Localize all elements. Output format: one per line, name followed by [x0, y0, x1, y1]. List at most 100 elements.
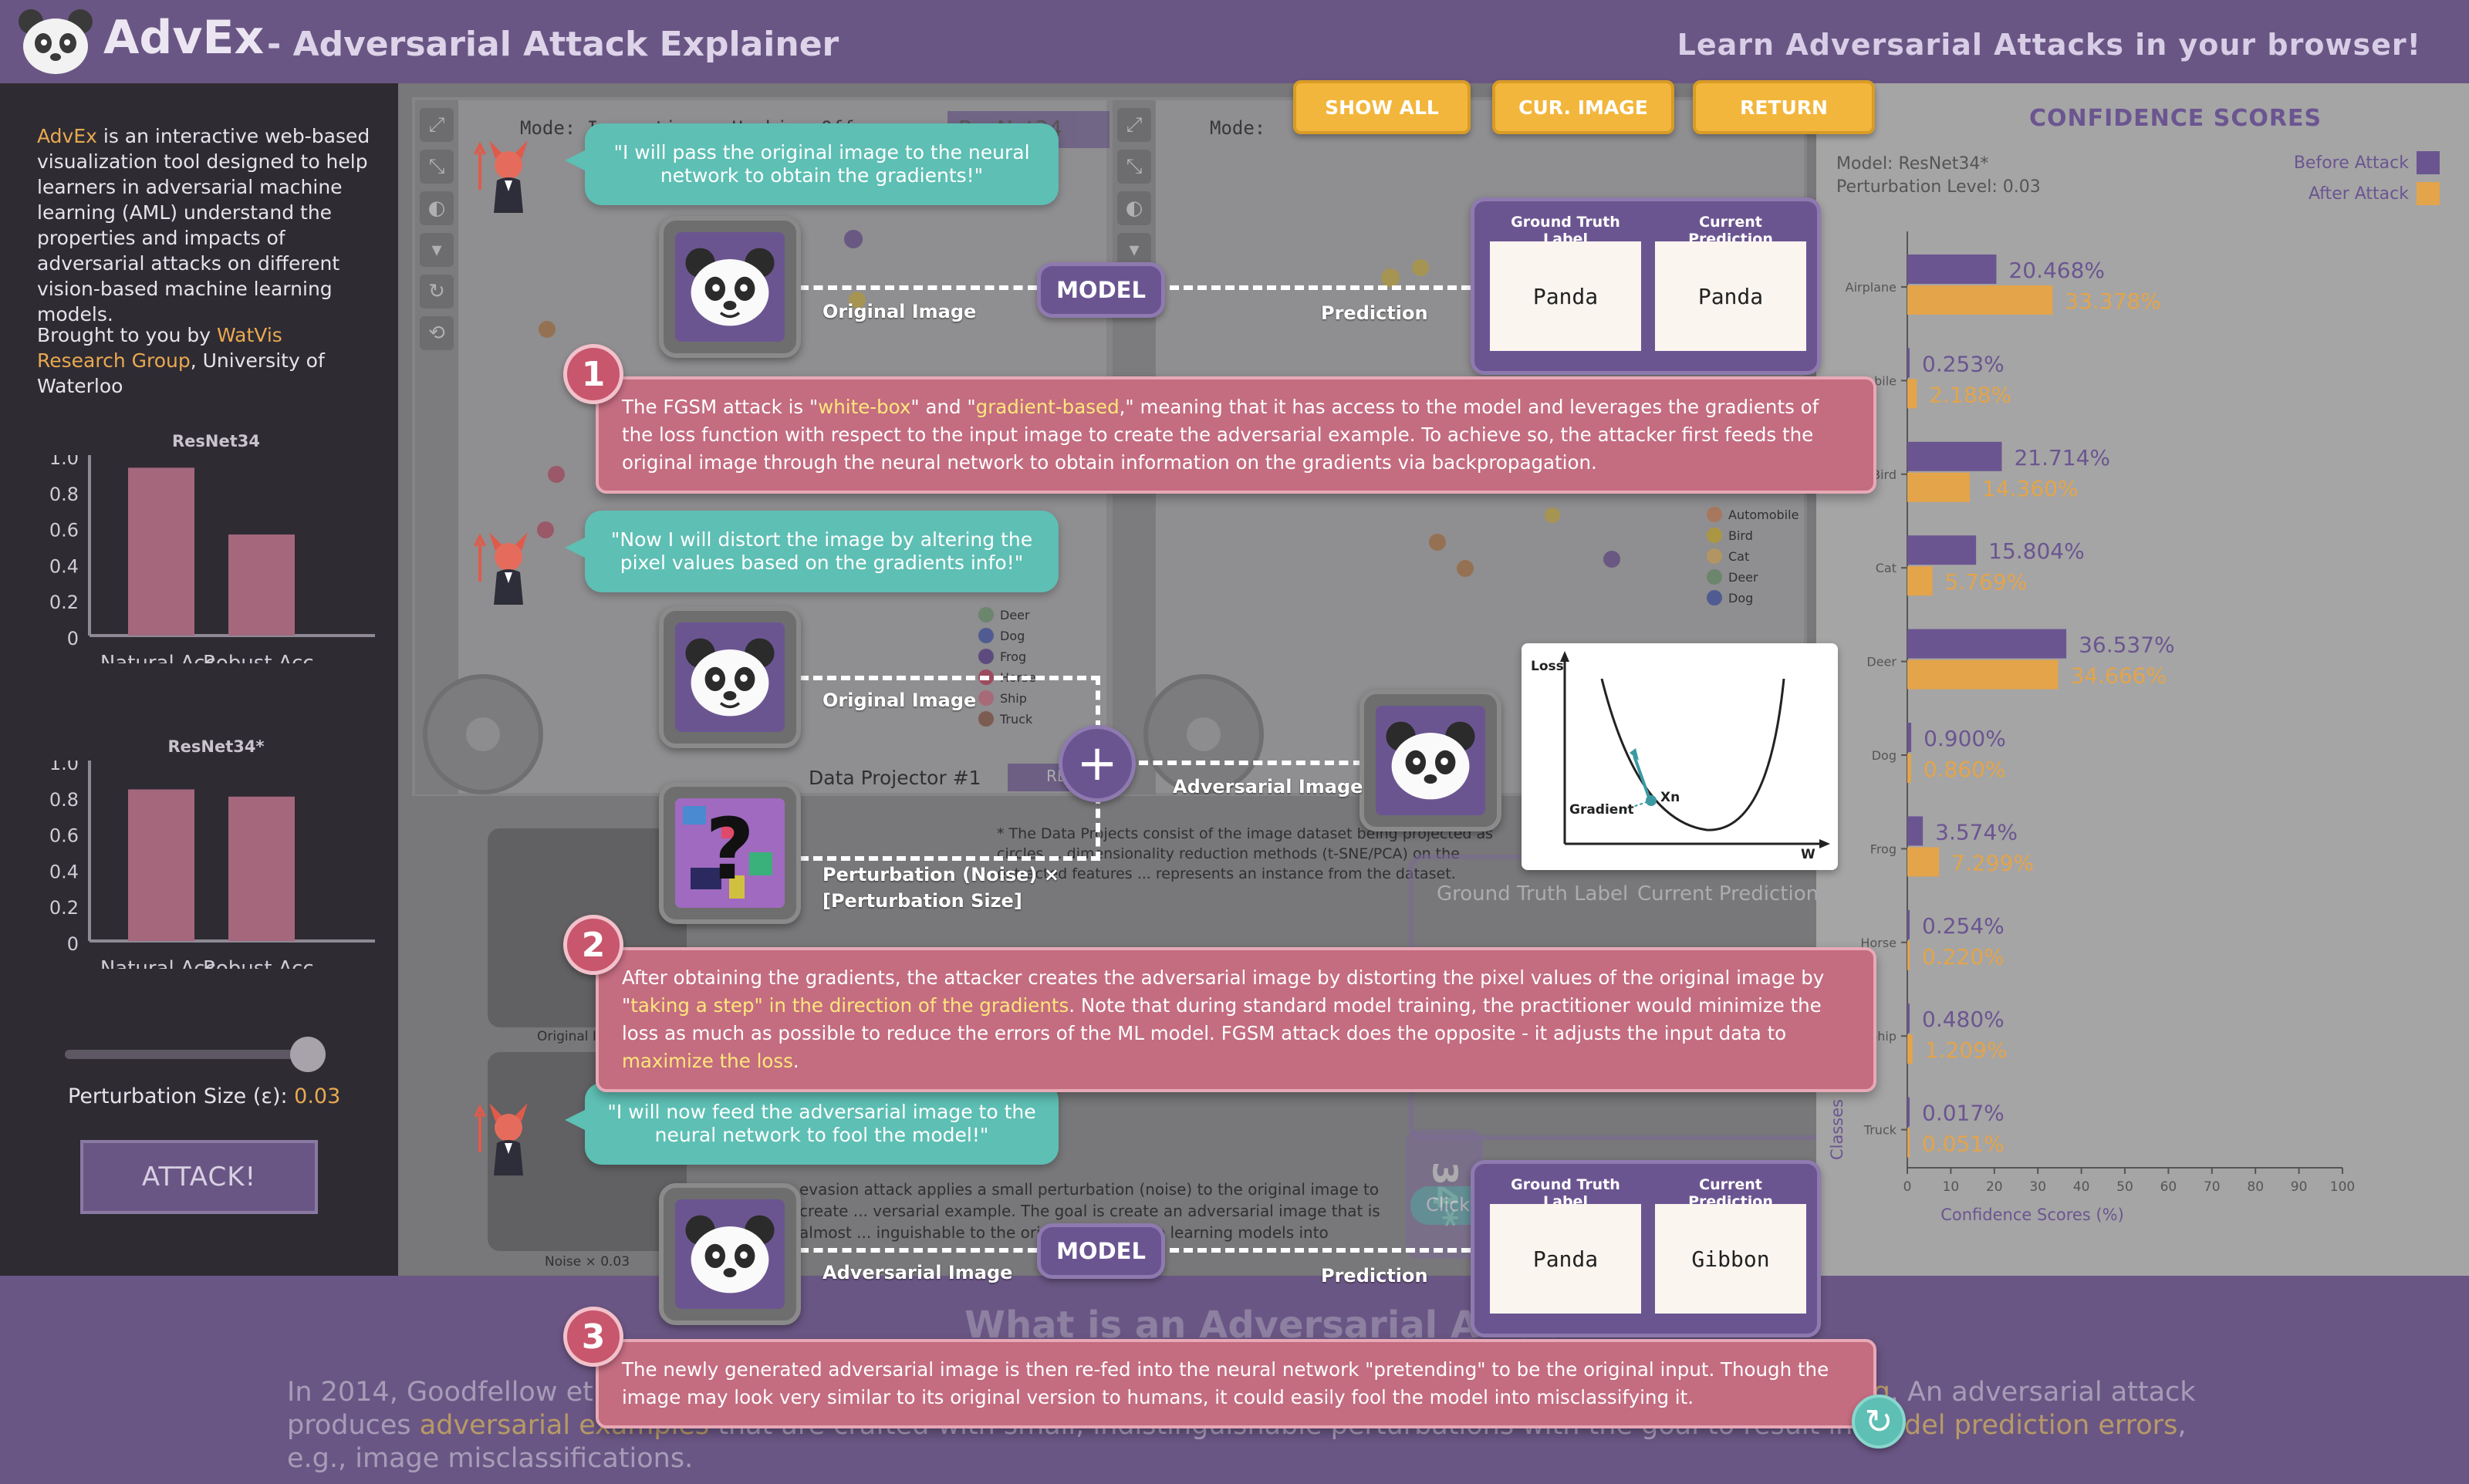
y-tick-label: 0: [67, 628, 79, 649]
expand-icon[interactable]: ⤢: [1117, 108, 1151, 142]
palette-icon[interactable]: ◐: [1117, 191, 1151, 225]
perturbation-label: Perturbation Size (ε): 0.03: [68, 1084, 340, 1108]
bar-before-label: 20.468%: [2008, 258, 2105, 283]
class-label: Frog: [1870, 841, 1897, 856]
perturbation-size-label: [Perturbation Size]: [822, 890, 1022, 912]
gt-value: Panda: [1490, 241, 1641, 351]
cur-image-button[interactable]: CUR. IMAGE: [1492, 80, 1674, 134]
bar-before-label: 0.017%: [1922, 1101, 2005, 1126]
shrink-icon[interactable]: ⤡: [1117, 150, 1151, 184]
accuracy-chart-svg: 1.0 0.8 0.6 0.4 0.2 0 Natural Acc.Robust Acc.: [49, 455, 375, 663]
pin-icon[interactable]: ▾: [1117, 233, 1151, 267]
speech-bubble-3: "I will now feed the adversarial image t…: [565, 1083, 1059, 1165]
bar-after-label: 7.299%: [1951, 850, 2034, 875]
connector: [1096, 676, 1100, 730]
pin-icon[interactable]: ▾: [420, 233, 454, 267]
return-button[interactable]: RETURN: [1693, 80, 1875, 134]
bar-before-label: 0.480%: [1922, 1007, 2005, 1032]
pan-joystick[interactable]: [423, 674, 543, 794]
confidence-perturbation: Perturbation Level: 0.03: [1836, 177, 2041, 197]
original-image-card-2[interactable]: [659, 606, 801, 748]
noise-image-card[interactable]: ?: [659, 782, 801, 924]
panda-image-icon: [685, 248, 775, 326]
bar-before-label: 3.574%: [1935, 819, 2018, 845]
confidence-title: CONFIDENCE SCORES: [2029, 105, 2322, 132]
slider-handle[interactable]: [290, 1037, 326, 1072]
link-errors[interactable]: model prediction errors: [1861, 1410, 2178, 1441]
intro-body: is an interactive web-based visualizatio…: [37, 125, 370, 325]
speech-bubble-1: "I will pass the original image to the n…: [565, 123, 1059, 205]
bar-after-label: 14.360%: [1982, 476, 2079, 501]
legend-item: Automobile: [1707, 507, 1822, 522]
bar-before-label: 0.254%: [1922, 913, 2005, 939]
loss-plot: Loss W Gradient Xn: [1522, 643, 1838, 870]
legend-item: Cat: [1707, 548, 1822, 564]
x-tick-label: 20: [1986, 1179, 2003, 1195]
legend-item: Ship: [978, 690, 1094, 706]
plus-icon: +: [1059, 725, 1136, 802]
svg-text:?: ?: [705, 800, 755, 899]
bar-after: [1907, 1034, 1913, 1064]
restart-icon[interactable]: ↻: [1852, 1395, 1906, 1449]
bar-before-label: 21.714%: [2014, 445, 2110, 470]
show-all-button[interactable]: SHOW ALL: [1293, 80, 1471, 134]
class-label: Airplane: [1846, 280, 1897, 295]
perturbation-label-text: Perturbation Size (ε):: [68, 1084, 295, 1108]
refresh-icon[interactable]: ↻: [420, 275, 454, 309]
legend-item: Deer: [1707, 569, 1822, 585]
panda-logo-icon: [19, 9, 93, 74]
bar-after: [1907, 1128, 1910, 1158]
bar-before: [1907, 816, 1924, 846]
legend-item: Bird: [1707, 528, 1822, 543]
legend-item: Dog: [1707, 590, 1822, 605]
y-tick-label: 0.8: [49, 484, 79, 505]
x-tick-label: 70: [2204, 1179, 2221, 1195]
bar-after: [1907, 754, 1911, 783]
bar-before: [1907, 1003, 1910, 1034]
bar-before: [1907, 255, 1997, 284]
adversarial-image-card[interactable]: [1359, 690, 1501, 831]
connector: [799, 676, 1100, 680]
class-label: Truck: [1863, 1123, 1897, 1138]
bar-after-label: 0.220%: [1922, 944, 2005, 970]
step-2-box: After obtaining the gradients, the attac…: [596, 947, 1876, 1092]
app-header: AdvEx - Adversarial Attack Explainer Lea…: [0, 0, 2469, 83]
original-image-card[interactable]: [659, 216, 801, 358]
legend-after: After Attack: [2309, 182, 2440, 205]
pred-value: Gibbon: [1655, 1204, 1806, 1314]
step-2-badge: 2: [563, 915, 623, 975]
legend-item: Frog: [978, 649, 1094, 664]
prediction-label: Prediction: [1321, 302, 1428, 324]
reset-icon[interactable]: ⟲: [420, 316, 454, 350]
y-tick-label: 0.6: [49, 825, 79, 847]
pan-joystick[interactable]: [1143, 674, 1264, 794]
legend-item: Deer: [978, 607, 1094, 622]
expand-icon[interactable]: ⤢: [420, 108, 454, 142]
confidence-chart: 0 10 20 30 40 50 60 70 80 90 100 Confidence Scores …: [1826, 231, 2355, 1224]
intro-text: AdvEx is an interactive web-based visual…: [37, 123, 377, 327]
credit-link[interactable]: WatVis Research Group: [37, 324, 282, 372]
prediction-panel-bottom: Ground Truth Label Current Prediction Pa…: [1471, 1160, 1821, 1337]
projector-mode: Mode:: [1210, 117, 1266, 139]
x-tick-label: 30: [2029, 1179, 2046, 1195]
palette-icon[interactable]: ◐: [420, 191, 454, 225]
accuracy-bar: [128, 789, 194, 941]
model-button-2[interactable]: MODEL: [1037, 1223, 1165, 1279]
attack-button[interactable]: ATTACK!: [80, 1140, 318, 1214]
panda-image-icon: [1386, 721, 1475, 800]
original-image-label: Original Image: [822, 301, 977, 322]
perturbation-slider[interactable]: [65, 1050, 319, 1059]
shrink-icon[interactable]: ⤡: [420, 150, 454, 184]
y-tick-label: 0.4: [49, 861, 79, 882]
point-label: Xn: [1660, 790, 1680, 805]
x-tick-label: 90: [2291, 1179, 2308, 1195]
bg-pred-header: Current Prediction: [1637, 882, 1819, 906]
perturbation-label: Perturbation (Noise) ×: [822, 864, 1059, 885]
adversarial-image-card-2[interactable]: [659, 1183, 801, 1325]
accuracy-chart-svg: 1.0 0.8 0.6 0.4 0.2 0 Natural Acc.Robust Acc.: [49, 761, 375, 969]
accuracy-chart-1: ResNet34 1.0 0.8 0.6 0.4 0.2 0 Natural Acc. Rob…: [46, 432, 386, 663]
connector: [1170, 1248, 1471, 1253]
bar-before: [1907, 723, 1912, 752]
model-button[interactable]: MODEL: [1037, 262, 1165, 318]
y-tick-label: 0.2: [49, 897, 79, 919]
